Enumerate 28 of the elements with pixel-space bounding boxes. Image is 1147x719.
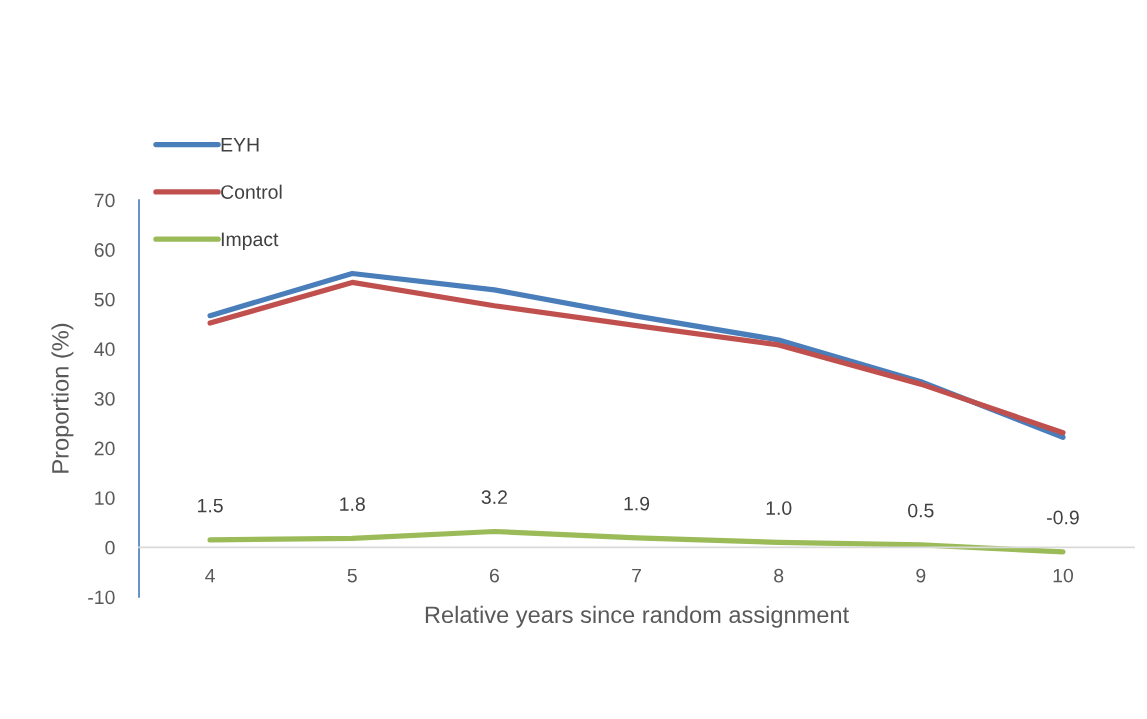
data-label: 1.9 bbox=[624, 496, 650, 511]
y-tick-label: 30 bbox=[94, 391, 115, 406]
x-tick-label: 6 bbox=[489, 568, 499, 583]
x-tick-label: 4 bbox=[205, 568, 215, 583]
legend-label: Impact bbox=[221, 232, 279, 251]
y-axis-title: Proportion (%) bbox=[51, 323, 74, 473]
x-tick-label: 10 bbox=[1053, 568, 1074, 583]
data-label: 3.2 bbox=[481, 490, 507, 505]
data-label: 1.5 bbox=[198, 498, 223, 513]
y-tick-label: 70 bbox=[94, 193, 115, 208]
data-label: 1.8 bbox=[340, 497, 365, 511]
x-tick-label: 8 bbox=[774, 568, 784, 583]
data-label: -0.9 bbox=[1047, 510, 1079, 525]
x-tick-label: 7 bbox=[632, 568, 641, 583]
data-label: 0.5 bbox=[908, 503, 934, 518]
y-tick-label: 0 bbox=[105, 540, 115, 555]
y-tick-label: 40 bbox=[94, 342, 115, 357]
y-tick-label: 50 bbox=[94, 292, 115, 307]
y-tick-label: -10 bbox=[88, 590, 115, 605]
legend-label: Control bbox=[221, 184, 282, 199]
x-tick-label: 9 bbox=[916, 568, 926, 583]
x-tick-label: 5 bbox=[347, 568, 357, 583]
data-label: 1.0 bbox=[766, 501, 792, 515]
y-tick-label: 10 bbox=[95, 491, 115, 505]
y-tick-label: 60 bbox=[94, 243, 115, 257]
y-tick-label: 20 bbox=[94, 441, 115, 456]
legend-label: EYH bbox=[221, 138, 259, 152]
x-axis-title: Relative years since random assignment bbox=[425, 605, 849, 628]
